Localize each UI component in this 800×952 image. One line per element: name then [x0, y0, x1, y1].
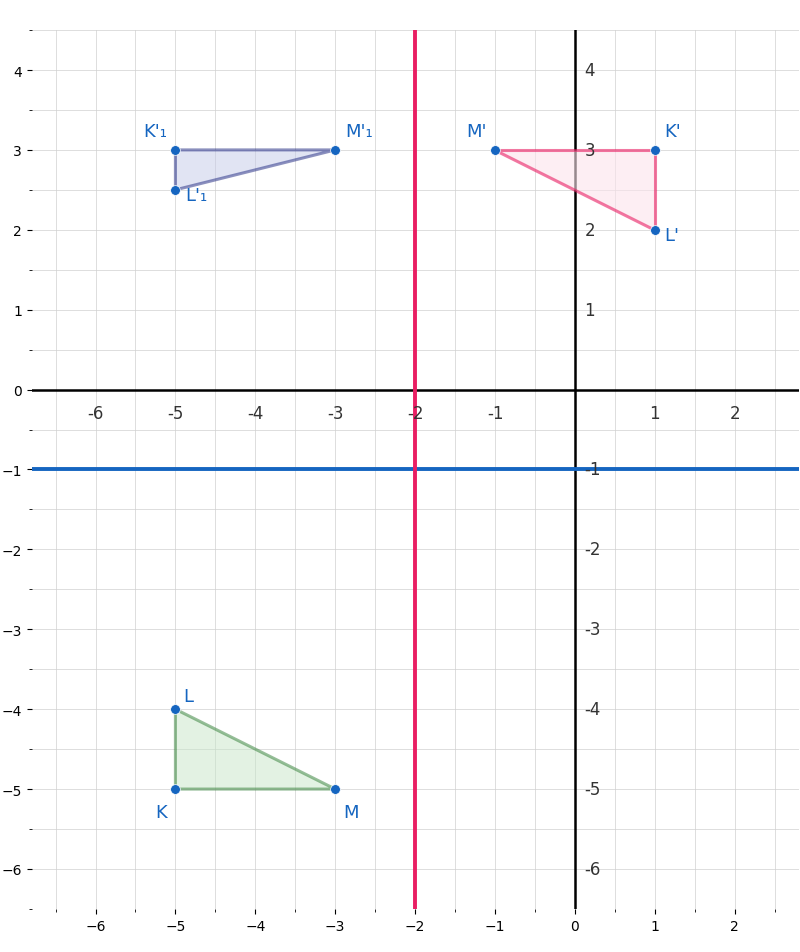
Text: K: K: [156, 803, 167, 822]
Text: -2: -2: [585, 541, 601, 559]
Text: M': M': [466, 123, 487, 141]
Text: -4: -4: [247, 405, 263, 423]
Text: -2: -2: [407, 405, 423, 423]
Polygon shape: [175, 150, 335, 190]
Text: -4: -4: [585, 701, 601, 719]
Text: 2: 2: [585, 222, 595, 240]
Text: 1: 1: [585, 302, 595, 319]
Text: -3: -3: [585, 621, 601, 639]
Text: -1: -1: [486, 405, 503, 423]
Text: -5: -5: [585, 781, 601, 798]
Text: -5: -5: [167, 405, 184, 423]
Text: 1: 1: [650, 405, 660, 423]
Polygon shape: [175, 709, 335, 789]
Text: 2: 2: [730, 405, 740, 423]
Polygon shape: [495, 150, 654, 230]
Text: -3: -3: [327, 405, 343, 423]
Text: L: L: [183, 687, 194, 705]
Text: L': L': [664, 227, 679, 245]
Text: K'₁: K'₁: [143, 123, 167, 141]
Text: K': K': [664, 123, 681, 141]
Text: 4: 4: [585, 62, 595, 80]
Text: 3: 3: [585, 142, 595, 160]
Text: -6: -6: [585, 860, 601, 878]
Text: -1: -1: [585, 461, 601, 479]
Text: L'₁: L'₁: [185, 187, 207, 205]
Text: M'₁: M'₁: [345, 123, 373, 141]
Text: M: M: [343, 803, 358, 822]
Text: -6: -6: [87, 405, 104, 423]
